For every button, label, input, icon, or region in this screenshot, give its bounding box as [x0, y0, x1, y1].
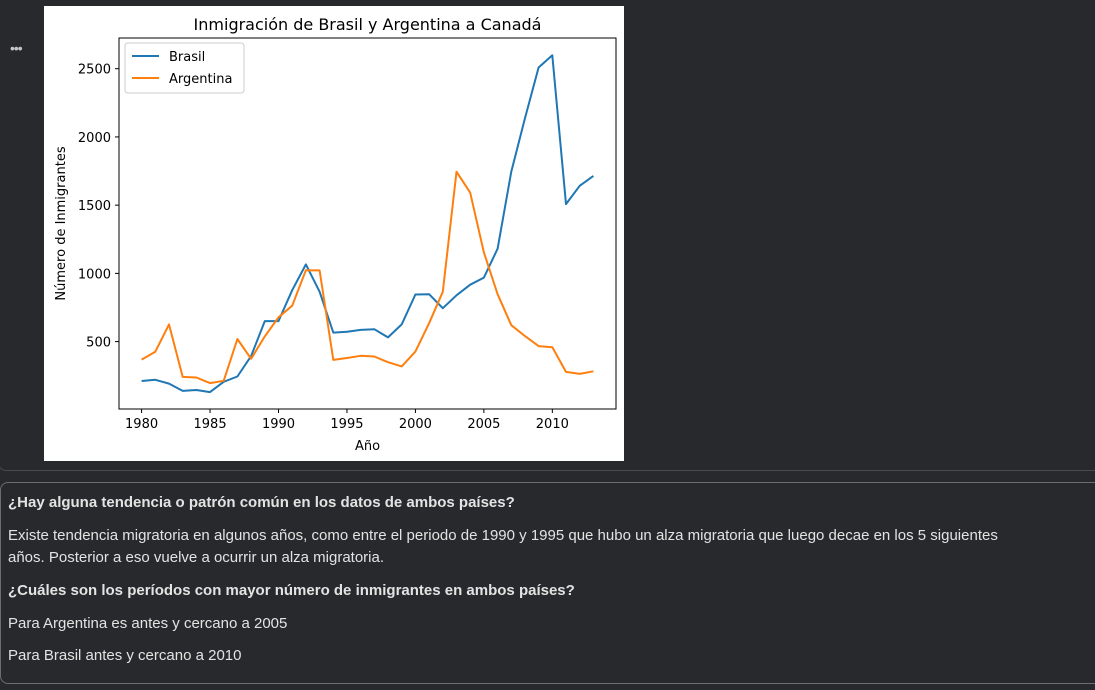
axes-frame: [118, 37, 617, 410]
answer-3: Para Brasil antes y cercano a 2010: [8, 647, 242, 664]
legend-label: Argentina: [169, 72, 232, 87]
x-tick-label: 1980: [125, 417, 158, 432]
line-chart: 1980 1985 1990 1995 2000 2005 2010 500 1000 1500 2…: [54, 15, 617, 454]
output-cell: [0, 0, 1095, 471]
y-tick-label: 500: [86, 336, 111, 351]
question-1: ¿Hay alguna tendencia o patrón común en …: [8, 494, 515, 511]
answer-2: Para Argentina es antes y cercano a 2005: [8, 615, 288, 632]
question-2: ¿Cuáles son los períodos con mayor númer…: [8, 582, 575, 599]
series-line-argentina: [141, 170, 594, 385]
chart-title: Inmigración de Brasil y Argentina a Cana…: [194, 15, 542, 34]
x-tick-label: 2010: [536, 417, 569, 432]
legend-label: Brasil: [169, 50, 205, 65]
answer-1: Existe tendencia migratoria en algunos a…: [8, 527, 998, 566]
x-axis-label: Año: [355, 439, 380, 454]
y-tick-label: 1000: [78, 267, 111, 282]
x-tick-label: 1985: [194, 417, 227, 432]
cell-menu-icon[interactable]: •••: [10, 40, 23, 56]
y-tick-label: 2500: [78, 63, 111, 78]
y-tick-label: 2000: [78, 131, 111, 146]
x-tick-label: 2005: [467, 417, 500, 432]
y-tick-label: 1500: [78, 199, 111, 214]
markdown-cell[interactable]: ¿Hay alguna tendencia o patrón común en …: [0, 482, 1095, 684]
x-tick-label: 1990: [262, 417, 295, 432]
series-line-brasil: [141, 54, 594, 394]
y-axis-label: Número de Inmigrantes: [54, 146, 69, 300]
chart-figure: 1980 1985 1990 1995 2000 2005 2010 500 1000 1500 2…: [44, 6, 624, 461]
x-tick-label: 2000: [399, 417, 432, 432]
x-tick-label: 1995: [330, 417, 363, 432]
